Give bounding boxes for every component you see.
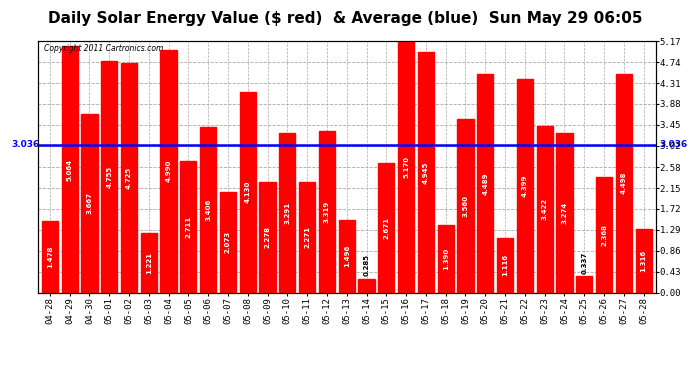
Bar xyxy=(61,46,78,292)
Bar xyxy=(576,276,592,292)
Bar xyxy=(239,92,256,292)
Text: 4.498: 4.498 xyxy=(621,172,627,195)
Text: 5.064: 5.064 xyxy=(67,158,72,180)
Text: 3.036: 3.036 xyxy=(12,141,40,150)
Bar xyxy=(398,41,414,292)
Text: 1.116: 1.116 xyxy=(502,254,508,276)
Text: 0.285: 0.285 xyxy=(364,254,370,276)
Text: 2.711: 2.711 xyxy=(186,216,191,238)
Text: 1.316: 1.316 xyxy=(640,249,647,272)
Bar xyxy=(339,220,355,292)
Text: 1.496: 1.496 xyxy=(344,245,350,267)
Text: 5.170: 5.170 xyxy=(403,156,409,178)
Text: 3.291: 3.291 xyxy=(284,201,290,223)
Bar xyxy=(378,163,395,292)
Text: 3.422: 3.422 xyxy=(542,198,548,220)
Text: 4.399: 4.399 xyxy=(522,174,528,197)
Bar xyxy=(81,114,97,292)
Text: Copyright 2011 Cartronics.com: Copyright 2011 Cartronics.com xyxy=(44,44,164,53)
Text: 4.990: 4.990 xyxy=(166,160,172,182)
Text: 3.036: 3.036 xyxy=(660,141,688,150)
Bar xyxy=(41,220,58,292)
Bar xyxy=(477,74,493,292)
Bar xyxy=(299,182,315,292)
Text: 4.489: 4.489 xyxy=(482,172,489,195)
Bar xyxy=(319,131,335,292)
Text: 3.274: 3.274 xyxy=(562,202,567,224)
Text: 1.390: 1.390 xyxy=(443,248,448,270)
Text: 4.945: 4.945 xyxy=(423,161,429,183)
Text: 3.406: 3.406 xyxy=(205,199,211,221)
Text: 1.478: 1.478 xyxy=(47,245,53,268)
Text: 2.368: 2.368 xyxy=(601,224,607,246)
Bar xyxy=(635,228,652,292)
Bar xyxy=(417,52,434,292)
Text: 2.073: 2.073 xyxy=(225,231,231,253)
Text: 4.725: 4.725 xyxy=(126,166,132,189)
Bar xyxy=(615,74,632,292)
Bar xyxy=(200,127,216,292)
Bar xyxy=(497,238,513,292)
Bar xyxy=(220,192,236,292)
Bar xyxy=(517,79,533,292)
Text: 4.755: 4.755 xyxy=(106,166,112,188)
Text: 3.319: 3.319 xyxy=(324,201,330,223)
Text: Daily Solar Energy Value ($ red)  & Average (blue)  Sun May 29 06:05: Daily Solar Energy Value ($ red) & Avera… xyxy=(48,11,642,26)
Bar xyxy=(457,120,473,292)
Text: 4.130: 4.130 xyxy=(245,181,250,203)
Text: 1.221: 1.221 xyxy=(146,252,152,274)
Bar xyxy=(279,133,295,292)
Bar xyxy=(180,161,197,292)
Bar xyxy=(358,279,375,292)
Text: 2.278: 2.278 xyxy=(264,226,270,248)
Bar xyxy=(141,233,157,292)
Text: 2.271: 2.271 xyxy=(304,226,310,248)
Text: 0.337: 0.337 xyxy=(581,252,587,274)
Bar xyxy=(101,62,117,292)
Bar xyxy=(437,225,454,292)
Bar xyxy=(596,177,612,292)
Bar xyxy=(161,50,177,292)
Bar xyxy=(537,126,553,292)
Text: 2.671: 2.671 xyxy=(384,217,389,238)
Text: 3.560: 3.560 xyxy=(462,195,469,217)
Bar xyxy=(121,63,137,292)
Text: 3.667: 3.667 xyxy=(86,192,92,214)
Bar xyxy=(556,134,573,292)
Bar xyxy=(259,182,276,292)
